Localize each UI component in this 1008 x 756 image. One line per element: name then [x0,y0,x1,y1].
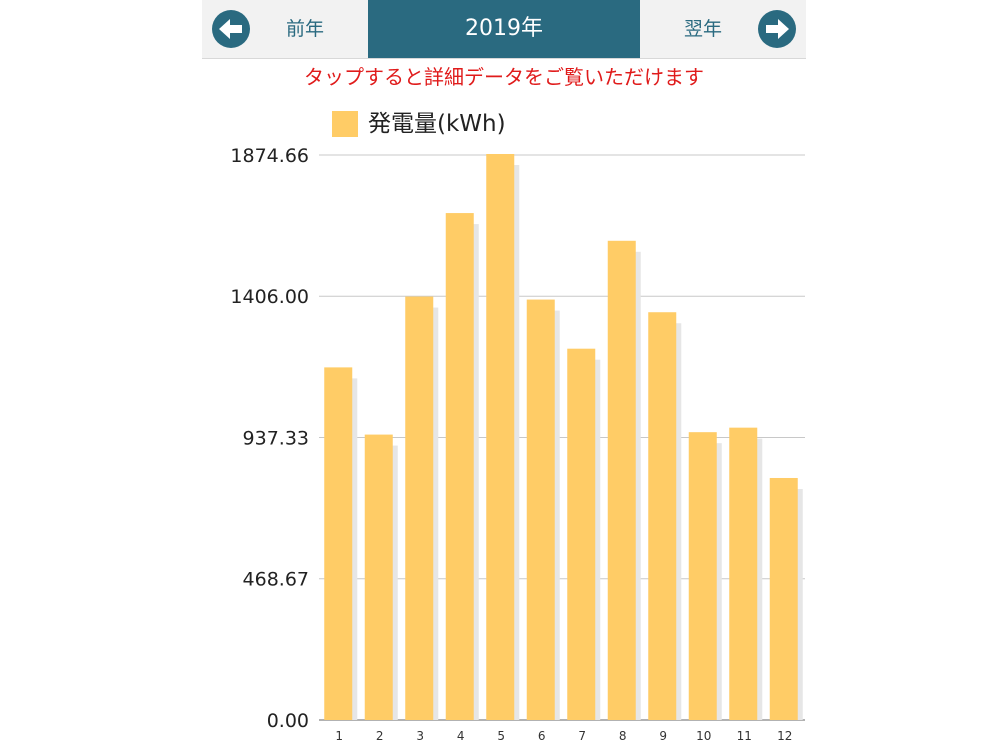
bar-month-9[interactable] [648,312,677,720]
previous-year-label: 前年 [286,18,325,40]
bar-month-5[interactable] [486,153,515,721]
bar-month-3[interactable] [405,296,434,720]
x-tick-label: 3 [416,729,424,743]
bar-month-4[interactable] [445,213,474,720]
x-tick-label: 2 [376,729,384,743]
bar-month-12[interactable] [769,477,798,720]
x-tick-label: 7 [578,729,586,743]
y-tick-label: 0.00 [267,710,309,732]
next-year-label: 翌年 [683,18,722,40]
legend-swatch [332,111,358,137]
tap-hint-text: タップすると詳細データをご覧いただけます [304,65,704,89]
y-tick-label: 1406.00 [230,286,309,308]
previous-year-button[interactable]: 前年 [202,0,368,58]
x-tick-label: 4 [457,729,465,743]
y-tick-label: 1874.66 [230,145,309,167]
current-year: 2019年 [368,0,640,58]
legend-label: 発電量(kWh) [368,111,506,137]
x-tick-label: 8 [619,729,627,743]
arrow-right-icon [758,10,796,48]
bar-month-6[interactable] [526,299,555,720]
year-navigation-bar: 前年 2019年 翌年 [202,0,806,59]
app: 前年 2019年 翌年 タップすると詳細データをご覧いただけます 発電量(kWh… [202,0,806,756]
bar-month-2[interactable] [364,434,393,720]
x-tick-label: 10 [696,729,711,743]
x-tick-label: 12 [777,729,792,743]
arrow-left-icon [212,10,250,48]
x-tick-label: 11 [737,729,752,743]
x-tick-label: 1 [335,729,343,743]
x-tick-label: 5 [497,729,505,743]
x-tick-label: 9 [659,729,667,743]
y-tick-label: 468.67 [243,569,309,591]
y-tick-label: 937.33 [243,428,309,450]
next-year-button[interactable]: 翌年 [640,0,806,58]
bar-month-8[interactable] [607,240,636,721]
bar-month-1[interactable] [324,367,353,720]
bar-month-11[interactable] [729,427,758,720]
bar-month-10[interactable] [688,432,717,720]
bar-month-7[interactable] [567,348,596,720]
x-tick-label: 6 [538,729,546,743]
